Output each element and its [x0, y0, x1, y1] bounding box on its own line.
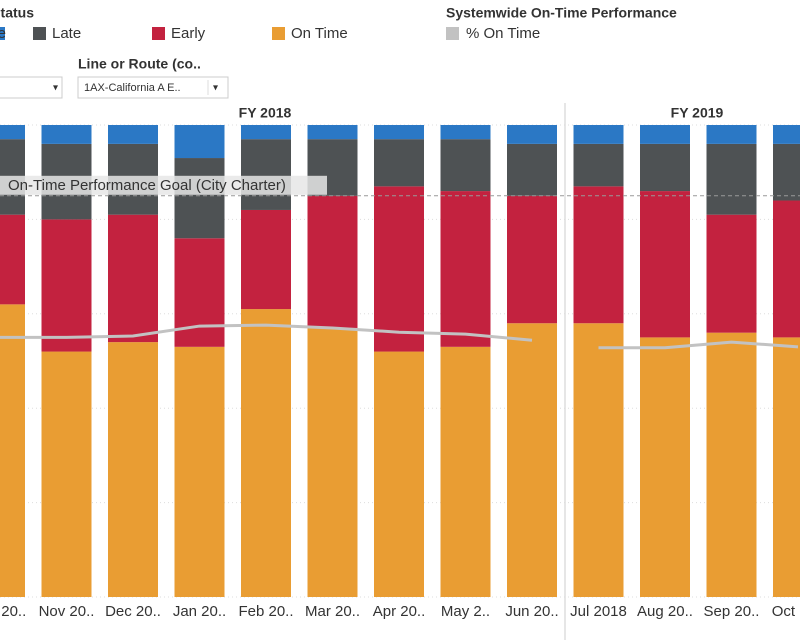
bar-segment [108, 214, 158, 343]
bar-segment [0, 125, 25, 140]
bar-segment [640, 143, 690, 192]
bar-segment [0, 304, 25, 597]
bar-segment [706, 125, 757, 144]
bar-segment [374, 186, 424, 352]
bar-segment [241, 309, 291, 597]
bar-segment [507, 125, 557, 144]
bar-segment [573, 143, 624, 187]
line-series [598, 340, 799, 350]
legend-label: Late [52, 25, 81, 42]
bar-segment [640, 125, 690, 144]
x-tick-label: Oct 20.. [772, 603, 800, 620]
bar-segment [706, 143, 757, 215]
bar-segment [573, 323, 624, 597]
bar-segment [241, 125, 291, 140]
legend-label: % On Time [466, 25, 540, 42]
filter-value: 1AX-California A E.. [84, 82, 181, 94]
bar-segment [307, 195, 358, 328]
bar-segment [374, 351, 424, 597]
x-tick-label: Dec 20.. [105, 603, 161, 620]
bar-segment [573, 125, 624, 144]
bar-segment [640, 337, 690, 597]
reference-label-bg [0, 175, 327, 195]
line-series [0, 323, 533, 342]
bar-segment [573, 186, 624, 324]
x-tick-label: Jul 2018 [570, 603, 627, 620]
bar-segment [773, 337, 800, 597]
bar-segment [0, 214, 25, 305]
bar-segment [706, 332, 757, 597]
bar-segment [706, 214, 757, 333]
bar-segment [41, 125, 92, 144]
filter-label: Line or Route (co.. [78, 56, 201, 72]
x-tick-label: May 2.. [441, 603, 490, 620]
legend-swatch [272, 27, 285, 40]
bar-segment [374, 125, 424, 140]
bar-segment [174, 238, 225, 347]
bar-segment [41, 219, 92, 352]
reference-label: On-Time Performance Goal (City Charter) [8, 177, 286, 194]
legend-label: On Time [291, 25, 348, 42]
bar-segment [241, 209, 291, 310]
bar-segment [108, 342, 158, 597]
legend-swatch [0, 27, 5, 40]
bar-segment [307, 125, 358, 140]
bar-segment [307, 327, 358, 597]
bar-segment [174, 158, 225, 239]
group-header: FY 2018 [239, 105, 292, 121]
bar-segment [241, 139, 291, 210]
bar-segment [773, 125, 800, 144]
bar-segment [773, 143, 800, 201]
legend-swatch [152, 27, 165, 40]
bar-segment [507, 323, 557, 597]
legend-title: Systemwide On-Time Performance [446, 5, 677, 21]
x-tick-label: Nov 20.. [39, 603, 95, 620]
bar-segment [507, 195, 557, 324]
bar-segment [440, 346, 491, 597]
bar-segment [174, 125, 225, 159]
x-tick-label: Aug 20.. [637, 603, 693, 620]
bar-segment [174, 346, 225, 597]
bar-segment [41, 351, 92, 597]
x-tick-label: Oct 20.. [0, 603, 26, 620]
bar-segment [108, 125, 158, 144]
bar-segment [440, 191, 491, 347]
x-tick-label: Sep 20.. [704, 603, 760, 620]
bar-segment [374, 139, 424, 187]
x-tick-label: Apr 20.. [373, 603, 426, 620]
bar-segment [440, 139, 491, 192]
bar-segment [773, 200, 800, 338]
group-header: FY 2019 [671, 105, 724, 121]
legend-swatch [446, 27, 459, 40]
legend-swatch [33, 27, 46, 40]
x-tick-label: Jan 20.. [173, 603, 226, 620]
legend-label: e [0, 25, 6, 42]
x-tick-label: Mar 20.. [305, 603, 360, 620]
dropdown-arrow: ▾ [213, 83, 218, 94]
bar-segment [507, 143, 557, 196]
legend-title: Status [0, 5, 34, 21]
filter-dropdown[interactable] [77, 76, 229, 99]
bar-segment [640, 191, 690, 338]
x-tick-label: Jun 20.. [505, 603, 558, 620]
filter-dropdown[interactable] [0, 76, 63, 99]
legend-label: Early [171, 25, 206, 42]
dropdown-arrow: ▾ [53, 83, 58, 94]
bar-segment [440, 125, 491, 140]
x-tick-label: Feb 20.. [238, 603, 293, 620]
